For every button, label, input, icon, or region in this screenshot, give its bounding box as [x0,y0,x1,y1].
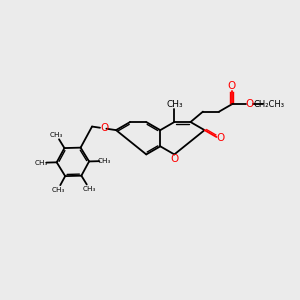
Text: O: O [228,81,236,92]
Text: O: O [216,133,224,143]
Text: CH₃: CH₃ [83,186,96,192]
Text: CH₂CH₃: CH₂CH₃ [254,100,285,109]
Text: CH₃: CH₃ [98,158,111,164]
Text: CH₃: CH₃ [35,160,48,166]
Text: CH₃: CH₃ [50,132,63,138]
Text: O: O [100,123,108,133]
Text: O: O [170,154,178,164]
Text: CH₃: CH₃ [166,100,183,109]
Text: O: O [246,99,254,109]
Text: CH₃: CH₃ [51,187,64,193]
